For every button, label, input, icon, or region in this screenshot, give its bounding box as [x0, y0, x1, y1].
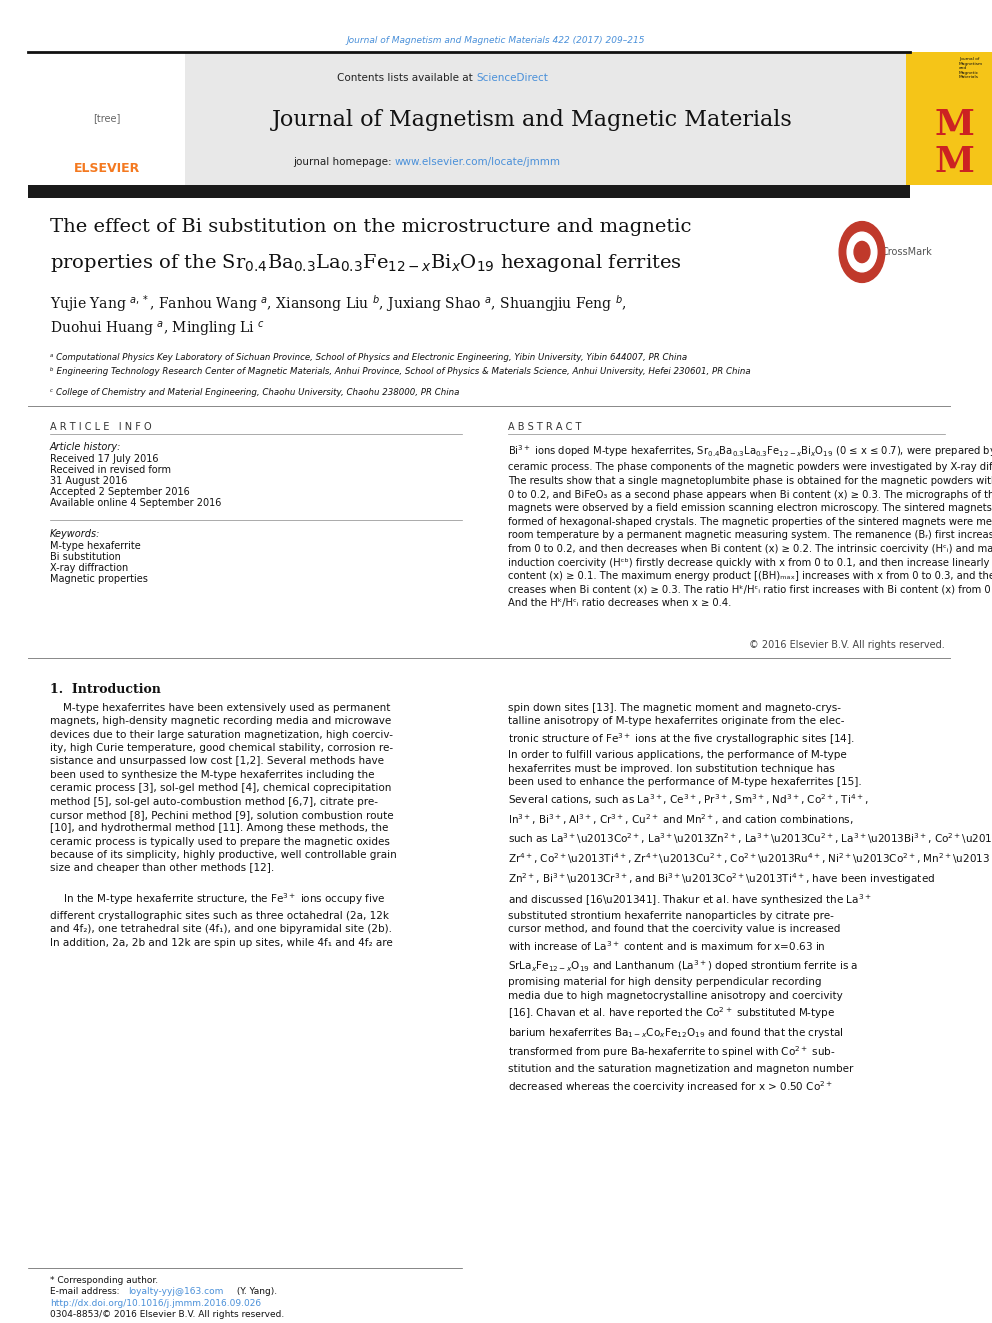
Text: Journal of
Magnetism
and
Magnetic
Materials: Journal of Magnetism and Magnetic Materi…: [959, 57, 983, 79]
Text: M-type hexaferrite: M-type hexaferrite: [50, 541, 141, 550]
Text: Bi$^{3+}$ ions doped M-type hexaferrites, Sr$_{0.4}$Ba$_{0.3}$La$_{0.3}$Fe$_{12-: Bi$^{3+}$ ions doped M-type hexaferrites…: [508, 443, 992, 609]
Text: properties of the Sr$_{0.4}$Ba$_{0.3}$La$_{0.3}$Fe$_{12-x}$Bi$_x$O$_{19}$ hexago: properties of the Sr$_{0.4}$Ba$_{0.3}$La…: [50, 251, 682, 274]
Text: 0304-8853/© 2016 Elsevier B.V. All rights reserved.: 0304-8853/© 2016 Elsevier B.V. All right…: [50, 1310, 285, 1319]
Text: Duohui Huang $^a$, Mingling Li $^c$: Duohui Huang $^a$, Mingling Li $^c$: [50, 320, 265, 339]
Text: Contents lists available at: Contents lists available at: [337, 73, 476, 83]
Text: CrossMark: CrossMark: [882, 247, 932, 257]
Circle shape: [847, 232, 877, 271]
Text: The effect of Bi substitution on the microstructure and magnetic: The effect of Bi substitution on the mic…: [50, 218, 691, 235]
FancyBboxPatch shape: [28, 52, 910, 185]
Text: Article history:: Article history:: [50, 442, 121, 452]
Text: Yujie Yang $^{a,*}$, Fanhou Wang $^a$, Xiansong Liu $^b$, Juxiang Shao $^a$, Shu: Yujie Yang $^{a,*}$, Fanhou Wang $^a$, X…: [50, 292, 627, 314]
Text: Available online 4 September 2016: Available online 4 September 2016: [50, 497, 221, 508]
Text: ᶜ College of Chemistry and Material Engineering, Chaohu University, Chaohu 23800: ᶜ College of Chemistry and Material Engi…: [50, 388, 459, 397]
Circle shape: [854, 241, 870, 262]
Text: Received in revised form: Received in revised form: [50, 464, 171, 475]
Text: ᵃ Computational Physics Key Laboratory of Sichuan Province, School of Physics an: ᵃ Computational Physics Key Laboratory o…: [50, 353, 687, 363]
Text: 31 August 2016: 31 August 2016: [50, 476, 127, 486]
Text: M-type hexaferrites have been extensively used as permanent
magnets, high-densit: M-type hexaferrites have been extensivel…: [50, 703, 397, 947]
Text: A B S T R A C T: A B S T R A C T: [508, 422, 581, 433]
Text: © 2016 Elsevier B.V. All rights reserved.: © 2016 Elsevier B.V. All rights reserved…: [749, 640, 945, 650]
Text: E-mail address:: E-mail address:: [50, 1287, 122, 1297]
Text: ᵇ Engineering Technology Research Center of Magnetic Materials, Anhui Province, : ᵇ Engineering Technology Research Center…: [50, 366, 751, 376]
Text: 1.  Introduction: 1. Introduction: [50, 683, 161, 696]
Text: Keywords:: Keywords:: [50, 529, 100, 538]
Text: (Y. Yang).: (Y. Yang).: [234, 1287, 277, 1297]
Text: [tree]: [tree]: [93, 112, 121, 123]
Text: M: M: [935, 108, 975, 142]
Text: ScienceDirect: ScienceDirect: [476, 73, 548, 83]
Text: Journal of Magnetism and Magnetic Materials: Journal of Magnetism and Magnetic Materi…: [272, 108, 793, 131]
Text: loyalty-yyj@163.com: loyalty-yyj@163.com: [128, 1287, 223, 1297]
FancyBboxPatch shape: [28, 185, 910, 198]
Text: Accepted 2 September 2016: Accepted 2 September 2016: [50, 487, 189, 497]
Text: Received 17 July 2016: Received 17 July 2016: [50, 454, 159, 464]
Text: journal homepage:: journal homepage:: [293, 157, 395, 167]
Text: Magnetic properties: Magnetic properties: [50, 574, 148, 583]
Text: A R T I C L E   I N F O: A R T I C L E I N F O: [50, 422, 152, 433]
Text: www.elsevier.com/locate/jmmm: www.elsevier.com/locate/jmmm: [395, 157, 561, 167]
Text: M: M: [935, 146, 975, 179]
Text: Journal of Magnetism and Magnetic Materials 422 (2017) 209–215: Journal of Magnetism and Magnetic Materi…: [347, 36, 645, 45]
Text: X-ray diffraction: X-ray diffraction: [50, 564, 128, 573]
Circle shape: [839, 221, 885, 282]
Text: http://dx.doi.org/10.1016/j.jmmm.2016.09.026: http://dx.doi.org/10.1016/j.jmmm.2016.09…: [50, 1299, 261, 1308]
Text: spin down sites [13]. The magnetic moment and magneto-crys-
talline anisotropy o: spin down sites [13]. The magnetic momen…: [508, 703, 992, 1094]
Text: Bi substitution: Bi substitution: [50, 552, 121, 562]
Text: * Corresponding author.: * Corresponding author.: [50, 1275, 158, 1285]
Text: ELSEVIER: ELSEVIER: [73, 161, 140, 175]
FancyBboxPatch shape: [28, 52, 185, 185]
FancyBboxPatch shape: [906, 52, 992, 185]
